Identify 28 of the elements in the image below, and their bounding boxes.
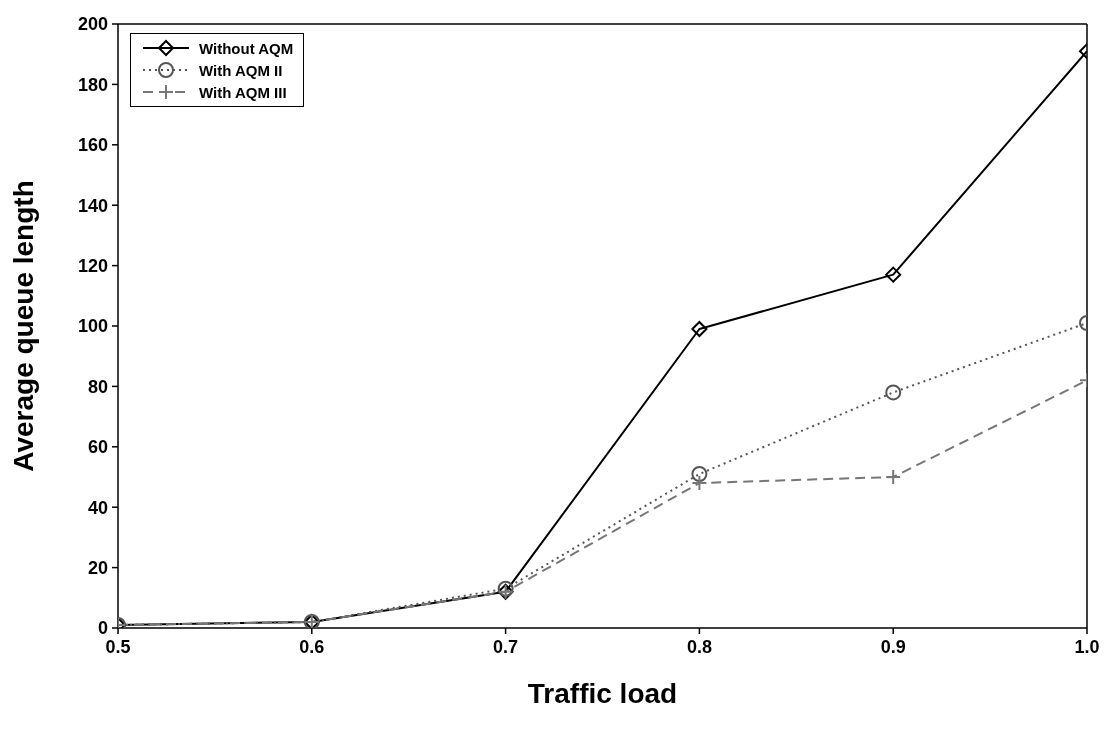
y-tick-label: 20 [87, 557, 108, 578]
x-tick-label: 0.8 [686, 636, 712, 657]
x-axis-title: Traffic load [527, 678, 678, 709]
point [885, 384, 902, 401]
point [885, 266, 902, 283]
x-tick-label: 1.0 [1074, 636, 1100, 657]
point [691, 475, 708, 492]
x-tick-label: 0.5 [105, 636, 131, 657]
y-tick-label: 80 [87, 376, 108, 397]
legend-label: With AQM III [199, 83, 287, 101]
point [885, 469, 902, 485]
y-tick-label: 120 [77, 255, 108, 276]
x-tick-label: 0.6 [299, 636, 325, 657]
x-tick-label: 0.9 [880, 636, 906, 657]
y-tick-label: 200 [77, 14, 108, 35]
y-tick-label: 180 [77, 74, 108, 95]
y-tick-label: 100 [77, 316, 108, 337]
y-tick-label: 140 [77, 195, 108, 216]
point [691, 465, 708, 482]
y-tick-label: 60 [87, 437, 108, 458]
legend-label: Without AQM [199, 39, 294, 57]
y-axis-title: Average queue length [7, 180, 39, 472]
x-tick-label: 0.7 [493, 636, 519, 657]
y-tick-label: 0 [97, 618, 108, 639]
legend-label: With AQM II [199, 61, 283, 79]
y-tick-label: 160 [77, 135, 108, 156]
y-tick-label: 40 [87, 497, 108, 518]
point [691, 321, 708, 338]
